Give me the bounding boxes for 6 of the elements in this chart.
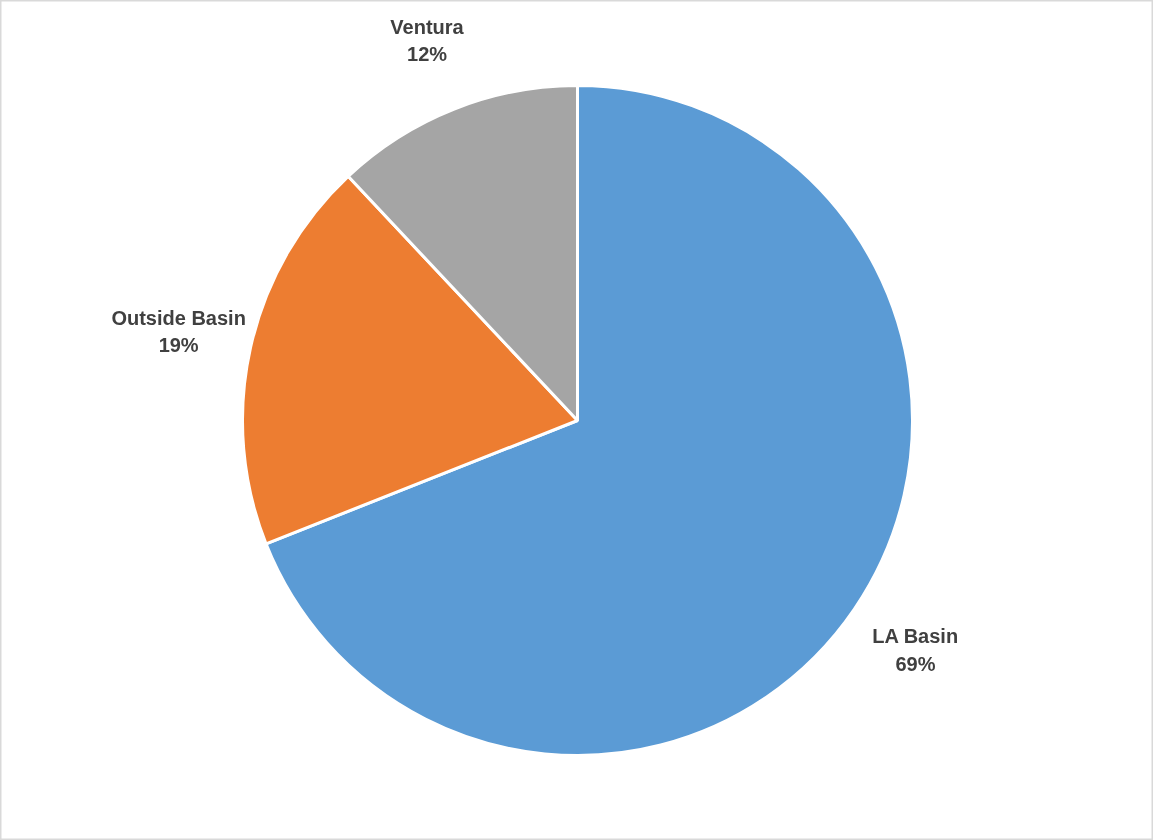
data-label: 19%	[158, 334, 199, 357]
data-label: 12%	[407, 43, 448, 66]
slice-label: Ventura	[390, 15, 465, 38]
slice-label: Outside Basin	[111, 306, 246, 329]
data-label: 69%	[895, 652, 936, 675]
slice-label: LA Basin	[872, 625, 959, 648]
